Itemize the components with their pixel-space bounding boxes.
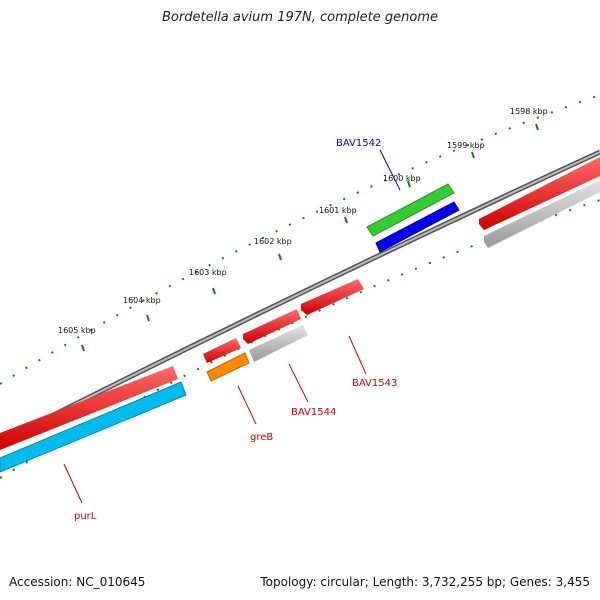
map-title: Bordetella avium 197N, complete genome [162, 10, 438, 25]
gene-red-upper[interactable] [301, 279, 364, 315]
gene-blue[interactable] [375, 201, 460, 253]
label-greb: greB [250, 432, 273, 443]
gene-gray-mid[interactable] [249, 325, 308, 362]
scale-ring-outer [0, 94, 600, 385]
scale-label-1603: 1603 kbp [189, 268, 227, 277]
gene-bav1544[interactable] [243, 309, 301, 344]
accession-text: Accession: NC_010645 [9, 575, 146, 589]
gene-red-right[interactable] [479, 157, 600, 230]
genome-stats-text: Topology: circular; Length: 3,732,255 bp… [260, 575, 590, 589]
gene-bav1542[interactable] [366, 183, 455, 237]
scale-label-1601: 1601 kbp [319, 206, 357, 215]
gene-greb[interactable] [206, 352, 250, 382]
scale-label-1600: 1600 kbp [383, 174, 421, 183]
label-bav1542: BAV1542 [336, 138, 381, 149]
major-ticks [81, 123, 539, 352]
scale-label-1598: 1598 kbp [510, 107, 548, 116]
label-bav1543: BAV1543 [352, 378, 397, 389]
scale-label-1599: 1599 kbp [447, 141, 485, 150]
gene-red-small[interactable] [203, 338, 241, 363]
gene-gray-right[interactable] [484, 180, 600, 248]
scale-label-1604: 1604 kbp [123, 296, 161, 305]
gene-purl[interactable] [0, 381, 187, 473]
scale-label-1605: 1605 kbp [58, 326, 96, 335]
label-purl: purL [74, 511, 97, 522]
label-bav1544: BAV1544 [291, 407, 336, 418]
gene-red-left[interactable] [0, 366, 178, 450]
scale-label-1602: 1602 kbp [254, 237, 292, 246]
